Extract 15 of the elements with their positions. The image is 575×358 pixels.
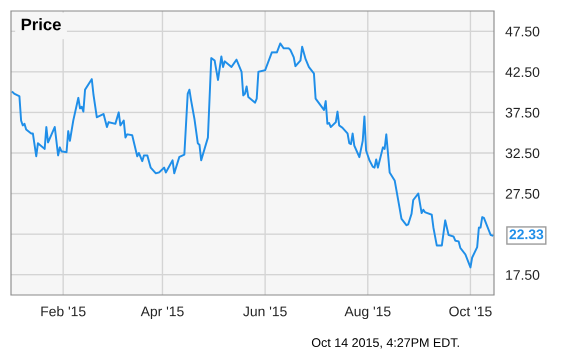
y-tick-label: 47.50 bbox=[505, 26, 540, 36]
x-tick-label: Aug '15 bbox=[344, 306, 391, 320]
x-tick-label: Jun '15 bbox=[243, 306, 287, 316]
x-tick-label: Oct '15 bbox=[449, 306, 492, 316]
y-tick-label: 37.50 bbox=[506, 108, 540, 118]
y-tick-label: 27.50 bbox=[506, 188, 540, 199]
y-tick-label: 17.50 bbox=[506, 270, 540, 280]
y-tick-label: 32.50 bbox=[506, 148, 540, 158]
y-tick-label: 42.50 bbox=[505, 67, 540, 78]
chart-title: Price bbox=[22, 18, 61, 30]
text: Oct 14 2015, 4:27PM EDT. bbox=[312, 338, 459, 349]
x-tick-label: Apr '15 bbox=[140, 306, 184, 320]
annotation: 22.33 bbox=[509, 229, 544, 240]
line-series bbox=[12, 42, 494, 268]
x-tick-label: Feb '15 bbox=[41, 306, 86, 316]
